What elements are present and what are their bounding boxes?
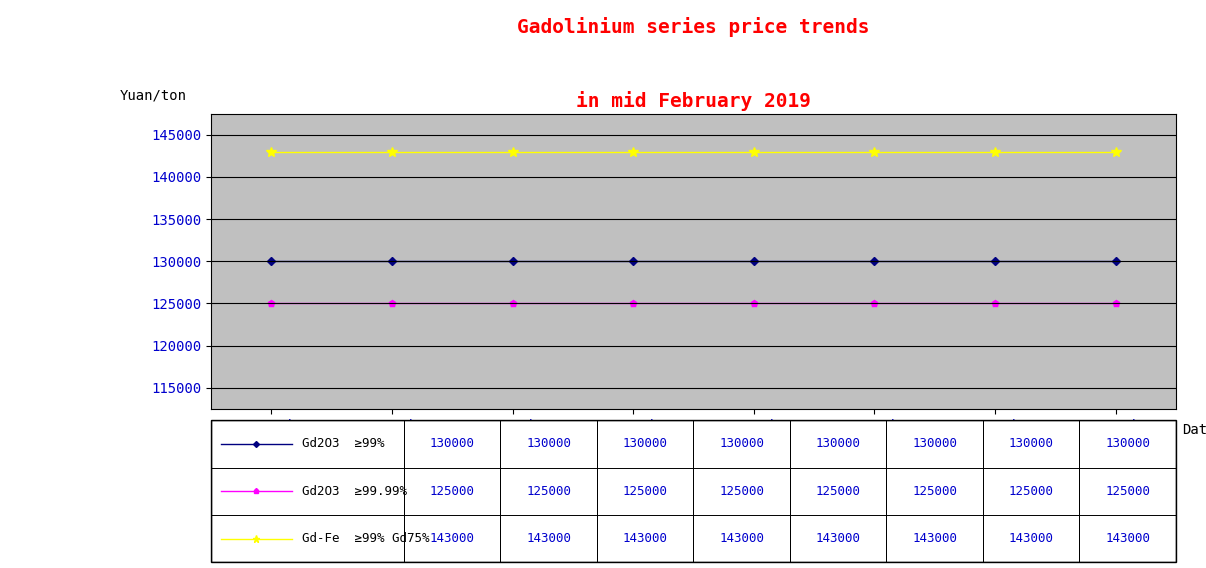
Text: 130000: 130000 bbox=[1008, 437, 1054, 450]
Text: 143000: 143000 bbox=[815, 532, 861, 545]
Text: 130000: 130000 bbox=[526, 437, 572, 450]
Text: Gd2O3  ≥99%: Gd2O3 ≥99% bbox=[302, 437, 385, 450]
Text: Gd-Fe  ≥99% Gd75%: Gd-Fe ≥99% Gd75% bbox=[302, 532, 429, 545]
Text: 143000: 143000 bbox=[429, 532, 475, 545]
Text: Date: Date bbox=[1182, 423, 1206, 437]
Text: 130000: 130000 bbox=[1105, 437, 1151, 450]
Text: 130000: 130000 bbox=[719, 437, 765, 450]
Text: 125000: 125000 bbox=[429, 485, 475, 498]
Text: 125000: 125000 bbox=[1008, 485, 1054, 498]
Text: 130000: 130000 bbox=[815, 437, 861, 450]
Text: 125000: 125000 bbox=[719, 485, 765, 498]
Text: 143000: 143000 bbox=[526, 532, 572, 545]
Text: 143000: 143000 bbox=[1105, 532, 1151, 545]
Text: Gadolinium series price trends: Gadolinium series price trends bbox=[517, 17, 870, 37]
Text: Yuan/ton: Yuan/ton bbox=[119, 88, 187, 102]
Text: 125000: 125000 bbox=[622, 485, 668, 498]
Text: 143000: 143000 bbox=[912, 532, 958, 545]
Text: 143000: 143000 bbox=[719, 532, 765, 545]
Text: 143000: 143000 bbox=[1008, 532, 1054, 545]
Text: Gd2O3  ≥99.99%: Gd2O3 ≥99.99% bbox=[302, 485, 406, 498]
Text: 130000: 130000 bbox=[912, 437, 958, 450]
Text: 130000: 130000 bbox=[429, 437, 475, 450]
Text: in mid February 2019: in mid February 2019 bbox=[576, 91, 810, 111]
Text: 125000: 125000 bbox=[1105, 485, 1151, 498]
Text: 130000: 130000 bbox=[622, 437, 668, 450]
Text: 125000: 125000 bbox=[815, 485, 861, 498]
Text: 143000: 143000 bbox=[622, 532, 668, 545]
Text: 125000: 125000 bbox=[526, 485, 572, 498]
Text: 125000: 125000 bbox=[912, 485, 958, 498]
